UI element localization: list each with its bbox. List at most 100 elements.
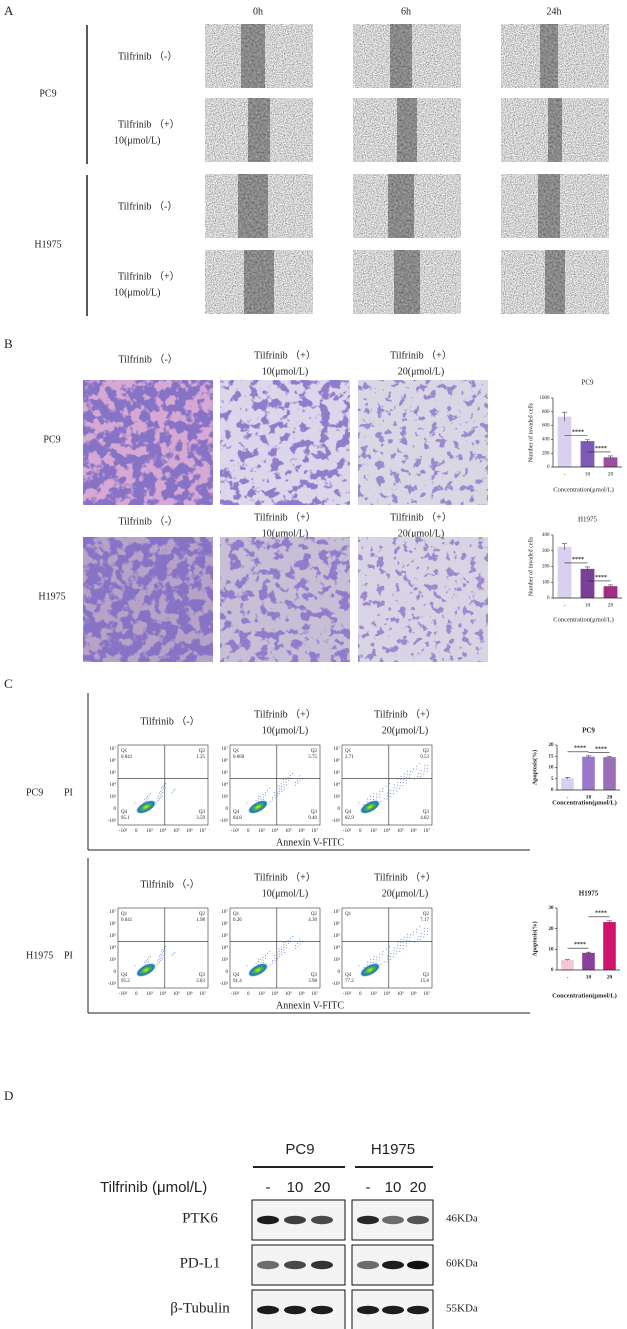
x-tick-label: 20 [608,471,614,477]
y-tick-label: 600 [542,424,550,429]
blot-band [357,1305,379,1315]
event-dot [409,776,411,778]
event-dot [406,939,408,941]
bar [603,922,616,970]
event-dot [146,799,148,801]
column-header: 20(μmol/L) [382,725,428,736]
blot-band [407,1260,429,1270]
lane-label: 20 [314,1179,331,1196]
event-dot [287,777,289,779]
event-dot [393,790,395,792]
x-tick-label: 10⁶ [186,828,193,834]
event-dot [156,801,158,803]
event-dot [171,954,173,956]
event-dot [382,951,384,953]
quadrant-value: 5.75 [308,755,317,760]
y-tick-label: 10⁷ [333,746,340,752]
event-dot [382,788,384,790]
event-dot [285,779,287,781]
y-tick-label: 15 [549,754,555,759]
x-axis-label: Concentration(μmol/L) [552,799,617,806]
event-dot [257,958,259,960]
event-dot [255,800,257,802]
column-header: 10(μmol/L) [262,366,308,377]
event-dot [400,939,402,941]
column-header: Tilfrinib （+） [254,511,316,523]
wound-gap [390,24,412,88]
event-dot [370,958,372,960]
error-bar [586,951,591,954]
y-tick-label: 10⁶ [221,758,228,764]
event-cloud [136,963,156,977]
x-tick-label: 10³ [258,828,265,834]
cell-line-label: PC9 [26,787,43,798]
event-dot [412,771,414,773]
event-dot [405,945,407,947]
event-dot [393,953,395,955]
x-axis-label: Concentration(μmol/L) [553,486,614,493]
column-header: 20(μmol/L) [398,366,444,377]
stained-cells [220,380,350,505]
event-dot [426,930,428,932]
event-dot [427,764,429,766]
event-dot [406,933,408,935]
event-dot [399,947,401,949]
quadrant-name: Q4 [345,810,352,815]
event-dot [400,776,402,778]
event-dot [423,767,425,769]
event-dot [294,945,296,947]
event-dot [272,962,274,964]
event-dot [260,798,262,800]
event-dot [420,933,422,935]
event-dot [161,956,163,958]
plot-frame [117,744,209,826]
cell-line-label: PC9 [43,434,60,445]
event-dot [162,791,164,793]
quadrant-value: 82.9 [345,816,354,821]
event-dot [409,771,411,773]
event-dot [406,773,408,775]
quadrant-value: 0.041 [121,755,133,760]
column-header: Tilfrinib （+） [254,871,316,883]
cell-line-label: H1975 [26,950,53,961]
event-dot [403,779,405,781]
stained-cells [358,537,488,662]
x-tick-label: 10⁷ [311,828,318,834]
quadrant-value: 15.6 [420,979,429,984]
event-dot [396,790,398,792]
quadrant-name: Q3 [311,810,318,815]
x-tick-label: 10⁵ [173,828,180,834]
event-dot [283,781,285,783]
event-dot [297,945,299,947]
quadrant-value: 84.8 [233,816,242,821]
event-dot [278,785,280,787]
treatment-label: Tilfrinib (μmol/L) [100,1179,207,1196]
x-axis-label: Concentration(μmol/L) [553,616,614,623]
significance-label: **** [595,446,607,452]
event-dot [267,952,269,954]
event-dot [174,788,176,790]
event-dot [283,786,285,788]
event-dot [162,785,164,787]
event-dot [392,793,394,795]
event-dot [390,955,392,957]
quadrant-name: Q4 [233,810,240,815]
event-dot [416,928,418,930]
y-tick-label: 0 [551,788,554,793]
blot-band [382,1305,404,1315]
event-dot [375,959,377,961]
error-bar [565,777,570,780]
event-dot [281,788,283,790]
bar [580,568,595,598]
event-dot [163,788,165,790]
column-header: Tilfrinib （-） [140,878,199,890]
event-dot [399,782,401,784]
x-tick-label: 10⁶ [410,991,417,997]
y-tick-label: 0 [338,807,341,812]
y-tick-label: 10 [549,766,555,771]
wound-gap [388,174,414,238]
y-tick-label: 10³ [334,794,341,800]
cell-line-label: H1975 [34,239,61,250]
event-dot [379,793,381,795]
event-dot [423,933,425,935]
